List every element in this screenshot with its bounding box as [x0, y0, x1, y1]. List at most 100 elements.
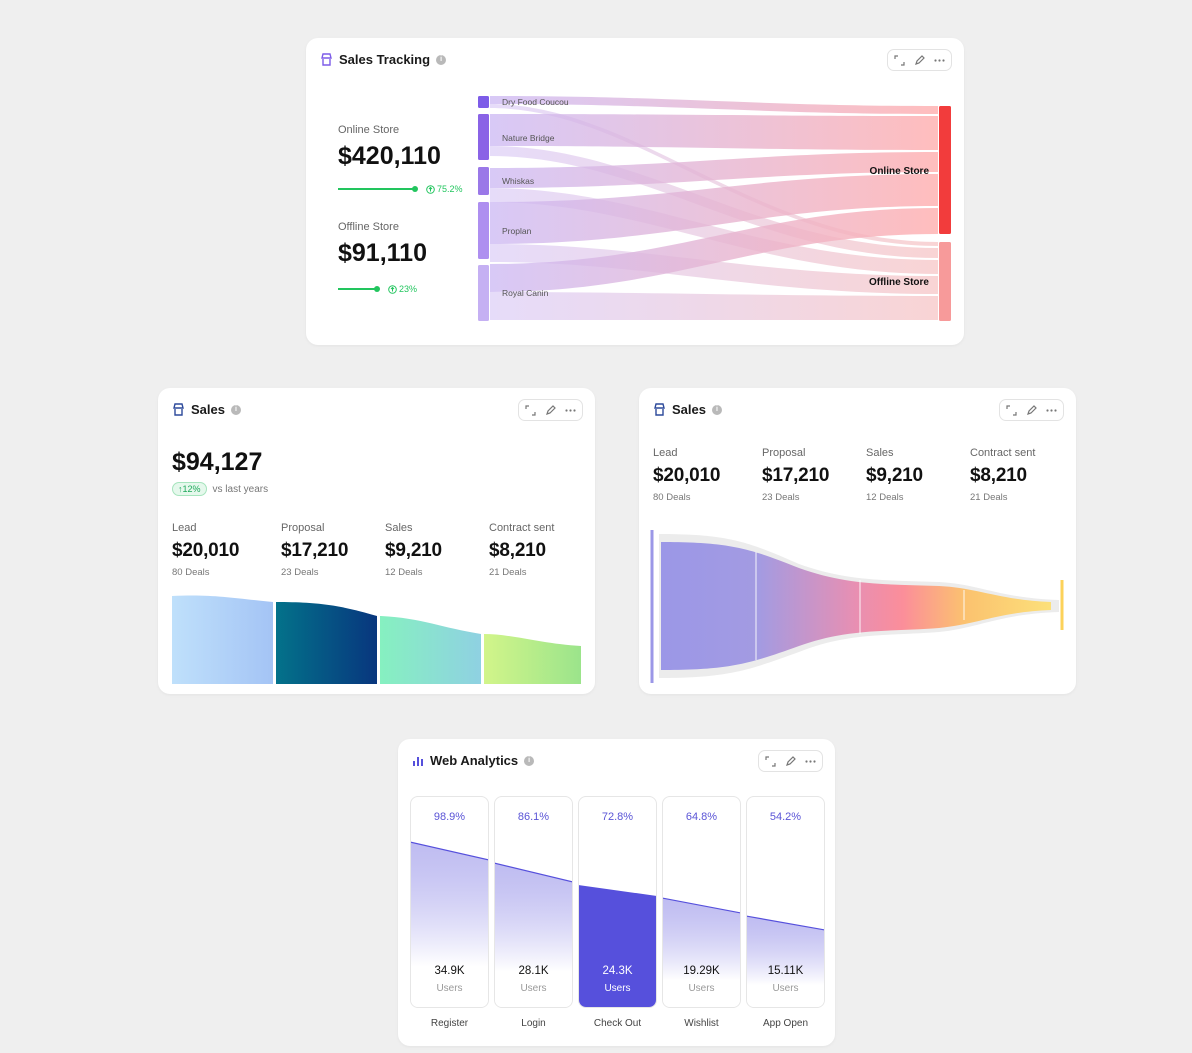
online-store-metric: Online Store $420,110: [338, 124, 441, 171]
card-header: Sales i: [172, 402, 241, 417]
online-progress: 75.2%: [338, 184, 463, 194]
sankey-chart: Dry Food Coucou Nature Bridge Whiskas Pr…: [478, 96, 951, 321]
stage-fill: [495, 862, 572, 1007]
stage-count: 24.3K: [602, 965, 633, 977]
offline-progress-pct: 23%: [388, 284, 417, 294]
offline-progress: 23%: [338, 284, 417, 294]
stage-line: [747, 915, 824, 931]
funnel-stage-wishlist[interactable]: 64.8% 19.29K Users: [662, 796, 741, 1008]
stage-label: App Open: [762, 1018, 809, 1029]
funnel-stage-register[interactable]: 98.9% 34.9K Users: [410, 796, 489, 1008]
stage-unit: Users: [436, 983, 463, 994]
node-dry-food[interactable]: [478, 96, 489, 108]
stage-metric-lead: Lead $20,010 80 Deals: [653, 447, 721, 503]
card-title: Sales: [191, 402, 225, 417]
flow-royal-offline: [490, 292, 938, 320]
card-title: Sales Tracking: [339, 52, 431, 67]
funnel-chart: [650, 530, 1064, 683]
change-row: ↑12% vs last years: [172, 482, 268, 496]
node-whiskas[interactable]: [478, 167, 489, 195]
stage-fill: [411, 841, 488, 1007]
total-sales-value: $94,127: [172, 448, 263, 476]
info-icon[interactable]: i: [711, 404, 722, 415]
stage-count: 15.11K: [767, 965, 804, 977]
arrow-up-circle-icon: [426, 184, 435, 194]
expand-icon[interactable]: [765, 755, 776, 767]
more-icon[interactable]: [565, 405, 576, 416]
stage-label: Check Out: [593, 1018, 642, 1029]
expand-icon[interactable]: [1006, 404, 1017, 416]
bar-chart-icon: [413, 756, 423, 766]
stage-area: [495, 863, 572, 1007]
flow-whiskas-online: [490, 152, 938, 188]
stage-unit: Users: [520, 983, 547, 994]
stage-line: [663, 897, 740, 914]
info-icon[interactable]: i: [436, 54, 447, 65]
info-icon[interactable]: i: [524, 755, 535, 766]
stage-metric-contract: Contract sent $8,210 21 Deals: [489, 522, 555, 578]
offline-store-metric: Offline Store $91,110: [338, 221, 427, 268]
card-actions: [887, 49, 952, 71]
stage-metric-proposal: Proposal $17,210 23 Deals: [762, 447, 830, 503]
card-actions: [518, 399, 583, 421]
funnel-stage-app-open[interactable]: 54.2% 15.11K Users: [746, 796, 825, 1008]
edit-icon[interactable]: [1026, 404, 1037, 416]
online-progress-pct: 75.2%: [426, 184, 463, 194]
offline-store-value: $91,110: [338, 239, 427, 267]
stepped-funnel-chart: [172, 595, 581, 684]
edit-icon[interactable]: [914, 54, 925, 66]
online-store-label: Online Store: [338, 124, 400, 136]
more-icon[interactable]: [934, 55, 945, 66]
funnel-stage-check-out[interactable]: 72.8% 24.3K Users: [578, 796, 657, 1008]
funnel-shape: [661, 542, 1051, 670]
info-icon[interactable]: i: [230, 404, 241, 415]
source-label-1: Nature Bridge: [502, 133, 555, 143]
funnel-step-contract: [484, 634, 581, 684]
stage-area: [579, 885, 656, 1007]
flow-nature-online: [490, 114, 938, 150]
stage-label: Register: [430, 1018, 469, 1029]
card-actions: [999, 399, 1064, 421]
funnel-stage-login[interactable]: 86.1% 28.1K Users: [494, 796, 573, 1008]
expand-icon[interactable]: [894, 54, 905, 66]
stage-percent: 72.8%: [601, 811, 634, 823]
stage-area: [663, 898, 740, 1007]
card-title: Web Analytics: [430, 753, 519, 768]
stage-count: 19.29K: [683, 965, 720, 977]
funnel-step-lead: [172, 595, 273, 684]
stage-metric-proposal: Proposal $17,210 23 Deals: [281, 522, 349, 578]
card-title: Sales: [672, 402, 706, 417]
stage-fill: [579, 885, 656, 1007]
edit-icon[interactable]: [785, 755, 796, 767]
stage-metric-lead: Lead $20,010 80 Deals: [172, 522, 240, 578]
sales-tracking-card: Sales Tracking i Online Store $420,110 7…: [306, 38, 964, 345]
expand-icon[interactable]: [525, 404, 536, 416]
more-icon[interactable]: [805, 756, 816, 767]
edit-icon[interactable]: [545, 404, 556, 416]
target-label-online: Online Store: [870, 166, 930, 177]
stage-unit: Users: [688, 983, 715, 994]
node-online-store[interactable]: [939, 106, 951, 234]
flow-proplan-online: [490, 174, 938, 244]
more-icon[interactable]: [1046, 405, 1057, 416]
stage-label: Login: [521, 1018, 546, 1029]
arrow-up-circle-icon: [388, 284, 397, 294]
stage-area: [747, 916, 824, 1007]
node-proplan[interactable]: [478, 202, 489, 259]
card-actions: [758, 750, 823, 772]
store-icon: [321, 53, 332, 66]
sales-card-right: Sales i Lead $20,010 80 Deals Proposal $…: [639, 388, 1076, 694]
stage-line: [495, 862, 572, 883]
stage-label: Wishlist: [684, 1018, 719, 1029]
source-label-2: Whiskas: [502, 176, 534, 186]
stage-fill: [663, 897, 740, 1007]
node-royal-canin[interactable]: [478, 265, 489, 321]
stage-metric-contract: Contract sent $8,210 21 Deals: [970, 447, 1036, 503]
node-nature-bridge[interactable]: [478, 114, 489, 160]
online-store-value: $420,110: [338, 142, 441, 170]
card-header: Sales Tracking i: [320, 52, 447, 67]
source-label-0: Dry Food Coucou: [502, 97, 569, 107]
flow-dryfood-online: [490, 96, 938, 114]
stage-fill: [747, 915, 824, 1007]
node-offline-store[interactable]: [939, 242, 951, 321]
